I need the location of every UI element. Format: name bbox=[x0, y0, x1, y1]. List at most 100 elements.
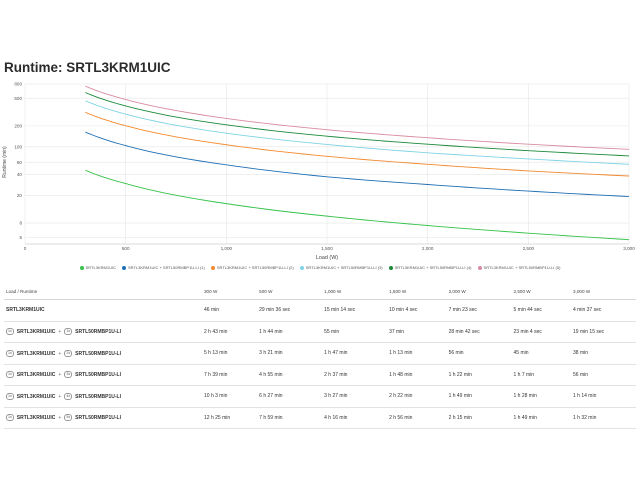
legend-item-6[interactable]: SRTL3KRM1UIC + SRTL50RMBP1U-LI (5) bbox=[477, 265, 561, 270]
legend-dot-icon bbox=[388, 265, 393, 270]
y-tick-label: 20 bbox=[17, 193, 23, 198]
runtime-cell: 1 h 48 min bbox=[387, 364, 447, 386]
runtime-cell: 15 min 14 sec bbox=[322, 299, 388, 322]
column-header: 1,500 W bbox=[387, 283, 447, 300]
chart-axes: 5 8 20 40 60 100 200 500 800 0 500 1,000 1,500 2,000 2… bbox=[14, 82, 635, 251]
series-line-1 bbox=[85, 169, 630, 241]
legend-item-4[interactable]: SRTL3KRM1UIC + SRTL50RMBP1U-LI (3) bbox=[299, 265, 383, 270]
runtime-cell: 45 min bbox=[511, 342, 572, 365]
runtime-cell: 7 min 23 sec bbox=[446, 299, 512, 322]
x-tick-label: 3,000 bbox=[623, 246, 635, 251]
ups-model: SRTL3KRM1UIC bbox=[6, 307, 45, 314]
y-tick-label: 5 bbox=[19, 235, 22, 240]
runtime-cell: 19 min 15 sec bbox=[571, 321, 636, 343]
legend-label: SRTL3KRM1UIC + SRTL50RMBP1U-LI (4) bbox=[394, 265, 472, 270]
quantity-badge: 2x bbox=[64, 349, 73, 357]
quantity-badge: 1x bbox=[64, 328, 73, 336]
runtime-cell: 1 h 49 min bbox=[446, 385, 512, 408]
legend-item-1[interactable]: SRTL3KRM1UIC bbox=[79, 265, 116, 270]
legend-dot-icon bbox=[121, 265, 126, 270]
runtime-cell: 28 min 42 sec bbox=[446, 321, 512, 343]
column-header: 3,000 W bbox=[571, 283, 636, 300]
config-cell: 1x SRTL3KRM1UIC +1x SRTL50RMBP1U-LI bbox=[4, 321, 202, 343]
table-row: 1x SRTL3KRM1UIC +2x SRTL50RMBP1U-LI 5 h 13 m… bbox=[4, 342, 636, 365]
runtime-cell: 2 h 43 min bbox=[202, 321, 258, 343]
runtime-cell: 4 h 16 min bbox=[322, 407, 388, 429]
header-load-runtime: Load / Runtime bbox=[4, 283, 202, 300]
runtime-cell: 1 h 7 min bbox=[511, 364, 572, 386]
runtime-cell: 56 min bbox=[446, 342, 512, 365]
series-line-5 bbox=[85, 92, 630, 157]
ups-model: SRTL3KRM1UIC bbox=[16, 393, 56, 400]
table-row: 1x SRTL3KRM1UIC +5x SRTL50RMBP1U-LI 12 h 25 … bbox=[4, 407, 636, 429]
runtime-cell: 7 h 39 min bbox=[202, 364, 258, 386]
quantity-badge: 1x bbox=[6, 349, 14, 357]
legend-item-5[interactable]: SRTL3KRM1UIC + SRTL50RMBP1U-LI (4) bbox=[388, 265, 472, 270]
runtime-chart: 5 8 20 40 60 100 200 500 800 0 500 1,000 1,500 2,000 2… bbox=[2, 82, 635, 261]
series-line-3 bbox=[85, 111, 630, 177]
runtime-cell: 3 h 27 min bbox=[322, 385, 388, 408]
x-tick-label: 1,000 bbox=[221, 246, 233, 251]
table-row: 1x SRTL3KRM1UIC +4x SRTL50RMBP1U-LI 10 h 3 m… bbox=[4, 385, 636, 408]
legend-item-3[interactable]: SRTL3KRM1UIC + SRTL50RMBP1U-LI (2) bbox=[210, 265, 294, 270]
config-cell: 1x SRTL3KRM1UIC +5x SRTL50RMBP1U-LI bbox=[4, 407, 202, 429]
runtime-cell: 29 min 36 sec bbox=[257, 299, 323, 322]
runtime-cell: 6 h 27 min bbox=[257, 385, 323, 408]
battery-model: SRTL50RMBP1U-LI bbox=[75, 329, 121, 336]
battery-model: SRTL50RMBP1U-LI bbox=[75, 393, 121, 400]
series-line-6 bbox=[85, 85, 630, 150]
quantity-badge: 4x bbox=[64, 392, 73, 400]
plus-icon: + bbox=[58, 372, 62, 379]
legend-label: SRTL3KRM1UIC bbox=[85, 265, 116, 270]
runtime-cell: 2 h 22 min bbox=[387, 385, 447, 408]
y-tick-label: 40 bbox=[17, 172, 23, 177]
legend-label: SRTL3KRM1UIC + SRTL50RMBP1U-LI (3) bbox=[305, 265, 383, 270]
runtime-cell: 1 h 44 min bbox=[257, 321, 323, 343]
ups-model: SRTL3KRM1UIC bbox=[16, 350, 56, 357]
runtime-cell: 56 min bbox=[571, 364, 636, 386]
runtime-cell: 4 min 37 sec bbox=[571, 299, 636, 322]
y-tick-label: 8 bbox=[19, 221, 22, 226]
legend-label: SRTL3KRM1UIC + SRTL50RMBP1U-LI (2) bbox=[216, 265, 294, 270]
runtime-cell: 1 h 47 min bbox=[322, 342, 388, 365]
x-axis-label: Load (W) bbox=[316, 255, 338, 261]
legend-label: SRTL3KRM1UIC + SRTL50RMBP1U-LI (5) bbox=[483, 265, 561, 270]
plus-icon: + bbox=[58, 350, 62, 357]
table-row: SRTL3KRM1UIC 46 min 29 min 36 sec 15 min 14… bbox=[4, 299, 636, 322]
quantity-badge: 5x bbox=[64, 414, 73, 422]
legend-dot-icon bbox=[299, 265, 304, 270]
y-axis-label: Runtime (min) bbox=[2, 146, 8, 178]
runtime-cell: 1 h 32 min bbox=[571, 407, 636, 429]
runtime-cell: 10 h 3 min bbox=[202, 385, 258, 408]
legend-dot-icon bbox=[210, 265, 215, 270]
table-row: 1x SRTL3KRM1UIC +1x SRTL50RMBP1U-LI 2 h 43 m… bbox=[4, 321, 636, 343]
runtime-cell: 5 h 13 min bbox=[202, 342, 258, 365]
config-cell: 1x SRTL3KRM1UIC +3x SRTL50RMBP1U-LI bbox=[4, 364, 202, 386]
plus-icon: + bbox=[58, 329, 62, 336]
table-body: SRTL3KRM1UIC 46 min 29 min 36 sec 15 min 14… bbox=[4, 299, 636, 429]
column-header: 300 W bbox=[202, 283, 258, 300]
y-tick-label: 60 bbox=[17, 160, 23, 165]
legend-item-2[interactable]: SRTL3KRM1UIC + SRTL50RMBP1U-LI (1) bbox=[121, 265, 205, 270]
column-header: 1,000 W bbox=[322, 283, 388, 300]
config-cell: SRTL3KRM1UIC bbox=[4, 299, 202, 322]
runtime-cell: 55 min bbox=[322, 321, 388, 343]
y-tick-label: 800 bbox=[14, 82, 22, 87]
quantity-badge: 3x bbox=[64, 371, 73, 379]
runtime-cell: 46 min bbox=[202, 299, 258, 322]
plus-icon: + bbox=[58, 393, 62, 400]
x-tick-label: 2,500 bbox=[523, 246, 535, 251]
config-cell: 1x SRTL3KRM1UIC +2x SRTL50RMBP1U-LI bbox=[4, 342, 202, 365]
y-tick-label: 500 bbox=[14, 96, 22, 101]
legend-dot-icon bbox=[79, 265, 84, 270]
ups-model: SRTL3KRM1UIC bbox=[16, 329, 56, 336]
legend-label: SRTL3KRM1UIC + SRTL50RMBP1U-LI (1) bbox=[127, 265, 205, 270]
runtime-cell: 23 min 4 sec bbox=[511, 321, 572, 343]
chart-legend: SRTL3KRM1UIC SRTL3KRM1UIC + SRTL50RMBP1U-… bbox=[60, 265, 580, 270]
config-cell: 1x SRTL3KRM1UIC +4x SRTL50RMBP1U-LI bbox=[4, 385, 202, 408]
column-header: 2,000 W bbox=[446, 283, 512, 300]
quantity-badge: 1x bbox=[6, 328, 14, 336]
runtime-cell: 4 h 55 min bbox=[257, 364, 323, 386]
ups-model: SRTL3KRM1UIC bbox=[16, 415, 56, 422]
